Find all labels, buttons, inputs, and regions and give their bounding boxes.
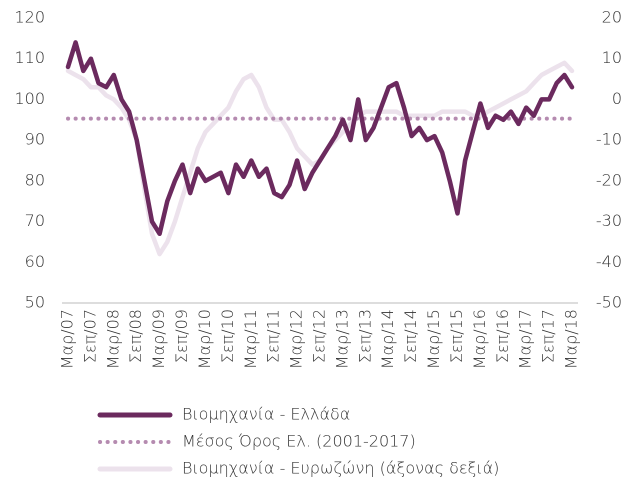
y2-tick-label: 10 [602, 48, 622, 67]
x-tick-label: Σεπ/08 [126, 309, 145, 363]
x-tick-label: Μαρ/13 [332, 309, 351, 369]
y-tick-label: 60 [25, 252, 45, 271]
x-tick-label: Μαρ/12 [287, 309, 306, 369]
y-tick-label: 110 [14, 48, 45, 67]
x-tick-label: Σεπ/16 [493, 309, 512, 363]
y-tick-label: 50 [25, 293, 45, 312]
x-tick-label: Σεπ/12 [310, 309, 329, 363]
x-tick-label: Μαρ/10 [195, 309, 214, 369]
x-tick-label: Μαρ/09 [149, 309, 168, 369]
x-tick-label: Σεπ/10 [218, 309, 237, 363]
y-tick-label: 80 [25, 170, 45, 189]
x-tick-label: Μαρ/11 [241, 309, 260, 369]
y2-tick-label: 0 [612, 89, 622, 108]
y2-tick-label: -20 [596, 170, 622, 189]
y2-tick-label: -50 [596, 293, 622, 312]
legend-label: Μέσος Όρος Ελ. (2001-2017) [182, 432, 416, 451]
y2-tick-label: -40 [596, 252, 622, 271]
x-tick-label: Σεπ/13 [355, 309, 374, 363]
y2-tick-label: -10 [596, 130, 622, 149]
x-tick-label: Μαρ/14 [378, 309, 397, 369]
x-tick-label: Σεπ/15 [447, 309, 466, 363]
y-tick-label: 100 [14, 89, 45, 108]
y2-tick-label: -30 [596, 211, 622, 230]
x-tick-label: Μαρ/16 [470, 309, 489, 369]
x-tick-label: Μαρ/07 [58, 309, 77, 369]
x-tick-label: Σεπ/11 [264, 309, 283, 363]
x-tick-label: Μαρ/15 [424, 309, 443, 369]
x-tick-label: Μαρ/18 [562, 309, 581, 369]
y-tick-label: 70 [25, 211, 45, 230]
x-tick-label: Σεπ/09 [172, 309, 191, 363]
legend-label: Βιομηχανία - Ευρωζώνη (άξονας δεξιά) [182, 459, 499, 478]
x-tick-label: Μαρ/17 [516, 309, 535, 369]
legend-label: Βιομηχανία - Ελλάδα [182, 405, 350, 424]
y2-tick-label: 20 [602, 8, 622, 27]
x-tick-label: Σεπ/17 [539, 309, 558, 363]
x-tick-label: Μαρ/08 [103, 309, 122, 369]
x-tick-label: Σεπ/07 [80, 309, 99, 363]
y-tick-label: 120 [14, 8, 45, 27]
x-tick-label: Σεπ/14 [401, 309, 420, 363]
series-line [65, 40, 575, 237]
y-tick-label: 90 [25, 130, 45, 149]
